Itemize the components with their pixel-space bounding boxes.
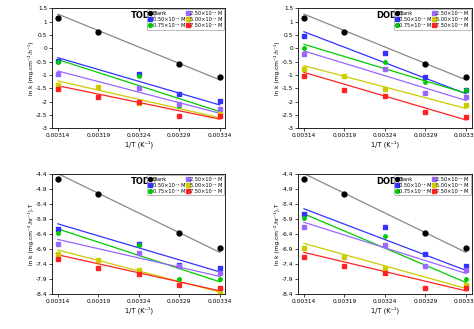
X-axis label: 1/T (K⁻¹): 1/T (K⁻¹) [371, 140, 399, 148]
Text: DODB: DODB [376, 177, 404, 186]
X-axis label: 1/T (K⁻¹): 1/T (K⁻¹) [371, 306, 399, 314]
Legend: Blank, 0.50×10⁻⁴ M, 0.75×10⁻⁴ M, 2.50×10⁻⁴ M, 5.00×10⁻⁴ M, 7.50×10⁻⁴ M: Blank, 0.50×10⁻⁴ M, 0.75×10⁻⁴ M, 2.50×10… [147, 175, 225, 195]
X-axis label: 1/T (K⁻¹): 1/T (K⁻¹) [125, 140, 153, 148]
Y-axis label: ln k (mg.cm⁻².h⁻¹): ln k (mg.cm⁻².h⁻¹) [27, 41, 34, 95]
Y-axis label: ln k (mg.cm⁻².hr⁻¹).T: ln k (mg.cm⁻².hr⁻¹).T [274, 204, 280, 265]
Y-axis label: ln k (mg.cm⁻².h⁻¹): ln k (mg.cm⁻².h⁻¹) [274, 41, 280, 95]
Legend: Blank, 0.50×10⁻⁴ M, 0.75×10⁻⁴ M, 2.50×10⁻⁴ M, 5.00×10⁻⁴ M, 7.50×10⁻⁴ M: Blank, 0.50×10⁻⁴ M, 0.75×10⁻⁴ M, 2.50×10… [147, 9, 225, 30]
X-axis label: 1/T (K⁻¹): 1/T (K⁻¹) [125, 306, 153, 314]
Text: TODB: TODB [131, 177, 157, 186]
Y-axis label: ln k (mg.cm⁻².hr⁻¹).T: ln k (mg.cm⁻².hr⁻¹).T [27, 204, 34, 265]
Text: TODB: TODB [131, 11, 157, 20]
Text: DODB: DODB [376, 11, 404, 20]
Legend: Blank, 0.50×10⁻⁴ M, 0.75×10⁻⁴ M, 2.50×10⁻⁴ M, 5.00×10⁻⁴ M, 7.50×10⁻⁴ M: Blank, 0.50×10⁻⁴ M, 0.75×10⁻⁴ M, 2.50×10… [393, 175, 471, 195]
Legend: Blank, 0.50×10⁻⁴ M, 0.75×10⁻⁴ M, 2.50×10⁻⁴ M, 5.00×10⁻⁴ M, 7.50×10⁻⁴ M: Blank, 0.50×10⁻⁴ M, 0.75×10⁻⁴ M, 2.50×10… [393, 9, 471, 30]
